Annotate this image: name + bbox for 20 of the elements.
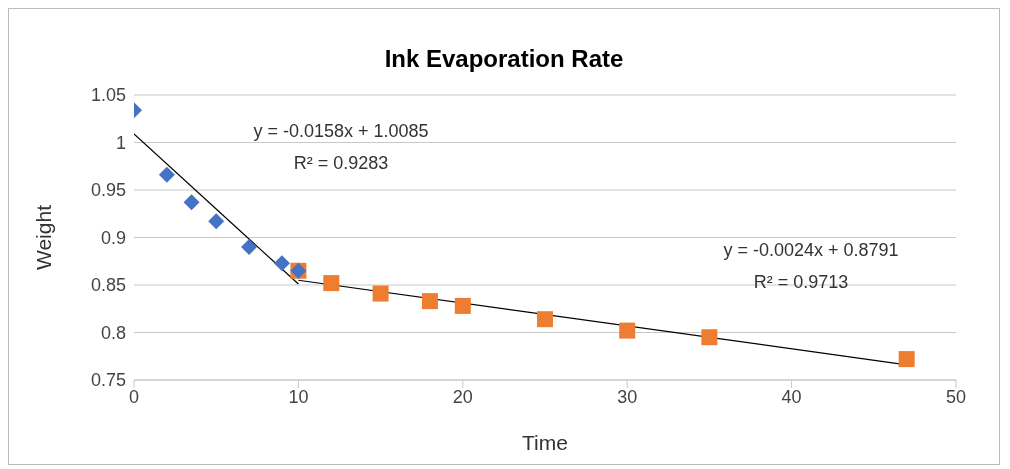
y-tick-label: 0.8	[100, 322, 126, 343]
y-tick-label: 0.95	[90, 180, 126, 201]
x-tick-label: 20	[452, 386, 473, 407]
x-tick-label: 30	[617, 386, 638, 407]
annotation: R² = 0.9283	[293, 152, 389, 174]
annotation: y = -0.0158x + 1.0085	[253, 120, 429, 142]
y-axis-title: Weight	[32, 204, 56, 270]
y-tick-label: 0.9	[100, 227, 126, 248]
x-tick-label: 50	[945, 386, 967, 407]
x-tick-label: 0	[128, 386, 140, 407]
chart-title: Ink Evaporation Rate	[383, 45, 625, 74]
annotation: y = -0.0024x + 0.8791	[723, 239, 899, 261]
annotation: R² = 0.9713	[753, 271, 849, 293]
y-tick-label: 0.85	[90, 275, 126, 296]
x-tick-label: 40	[781, 386, 802, 407]
y-tick-label: 1	[115, 132, 126, 153]
x-tick-label: 10	[288, 386, 309, 407]
y-tick-label: 0.75	[90, 370, 126, 391]
y-tick-label: 1.05	[90, 85, 126, 106]
x-axis-title: Time	[522, 431, 568, 454]
